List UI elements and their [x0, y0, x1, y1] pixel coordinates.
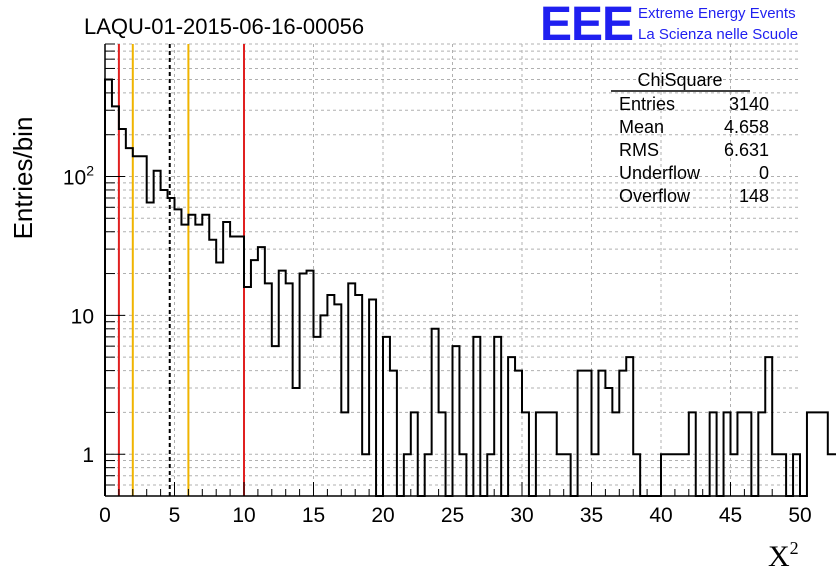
x-tick-label: 50	[788, 504, 811, 527]
stats-row-value: 3140	[729, 94, 769, 114]
x-tick-label: 10	[232, 504, 255, 527]
x-tick-label: 30	[510, 504, 533, 527]
stats-row-label: Overflow	[619, 186, 691, 206]
x-tick-label: 35	[580, 504, 603, 527]
logo-line1: Extreme Energy Events	[638, 5, 796, 22]
stats-box: ChiSquare Entries 3140 Mean 4.658 RMS 6.631 Un…	[611, 70, 769, 206]
x-tick-label: 40	[649, 504, 672, 527]
stats-row-value: 4.658	[724, 117, 769, 137]
y-tick-label: 10	[71, 305, 94, 328]
logo-line2: La Scienza nelle Scuole	[638, 26, 798, 43]
x-tick-label: 5	[169, 504, 181, 527]
grid-lines	[105, 43, 800, 497]
x-axis-label-sup: 2	[790, 538, 799, 558]
logo-letters: EEE	[540, 0, 633, 51]
stats-row-label: RMS	[619, 140, 659, 160]
y-tick-label-base: 10	[63, 166, 86, 189]
stats-row-value: 148	[739, 186, 769, 206]
eee-logo: EEE Extreme Energy Events La Scienza nel…	[540, 0, 798, 51]
x-tick-labels: 0 5 10 15 20 25 30 35 40 45 50	[99, 504, 812, 527]
y-tick-label: 102	[63, 162, 94, 189]
x-axis-label: X2	[768, 538, 799, 572]
stats-title: ChiSquare	[637, 70, 722, 90]
stats-row-label: Underflow	[619, 163, 701, 183]
chart-title: LAQU-01-2015-06-16-00056	[84, 14, 364, 39]
x-tick-label: 0	[99, 504, 111, 527]
x-axis-label-base: X	[768, 540, 790, 572]
x-tick-label: 20	[371, 504, 394, 527]
x-tick-label: 25	[441, 504, 464, 527]
stats-row-value: 0	[759, 163, 769, 183]
stats-row-value: 6.631	[724, 140, 769, 160]
x-tick-label: 15	[302, 504, 325, 527]
reference-lines	[117, 44, 245, 496]
y-tick-label: 1	[82, 444, 94, 467]
histogram-line	[104, 78, 836, 497]
axes	[104, 43, 801, 497]
y-axis-label: Entries/bin	[8, 117, 38, 240]
stats-row-label: Mean	[619, 117, 664, 137]
y-tick-label-sup: 2	[86, 162, 94, 178]
stats-row-label: Entries	[619, 94, 675, 114]
x-tick-label: 45	[719, 504, 742, 527]
